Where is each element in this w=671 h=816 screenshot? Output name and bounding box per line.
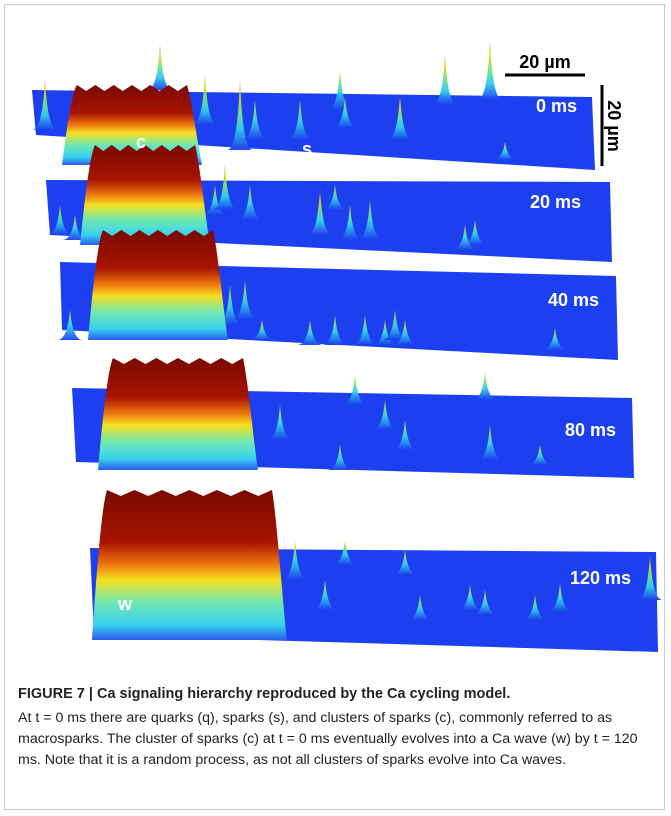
scale-label: 20 µm [604,100,624,151]
wave-cluster [92,490,287,640]
peak [192,75,218,125]
peak [382,310,408,340]
peak [462,220,488,245]
annotation: c [136,132,146,152]
wave-cluster [80,145,210,245]
peak [357,200,383,240]
caption-body: At t = 0 ms there are quarks (q), sparks… [18,710,638,768]
peak [372,400,398,430]
peak [327,70,353,110]
peak [322,315,348,345]
peak [32,80,58,130]
peak [287,100,313,140]
peak [147,45,173,90]
peak [307,190,333,235]
peak [297,320,323,345]
annotation: q [230,146,241,166]
peak [62,215,88,240]
peak [57,310,83,340]
peak [472,590,498,615]
peak [232,280,258,320]
caption-title: FIGURE 7 | Ca signaling hierarchy reprod… [18,686,511,702]
peak [352,315,378,345]
peak [282,540,308,580]
peak [392,550,418,575]
peak [392,420,418,450]
peak [217,285,243,325]
time-label: 80 ms [565,420,616,440]
surface-plots [32,42,663,652]
wave-cluster [62,85,202,165]
figure-frame [4,4,665,810]
peak [392,320,418,345]
wave-cluster [98,358,258,470]
peak [342,375,368,405]
peak [372,320,398,345]
time-label: 120 ms [570,568,631,588]
peak [242,100,268,140]
wave-cluster [88,230,228,340]
peak [522,595,548,620]
peak [267,405,293,440]
peak [387,95,413,140]
peak [332,540,358,565]
time-label: 0 ms [536,96,577,116]
peak [212,165,238,210]
scale-label: 20 µm [519,52,570,72]
time-label: 20 ms [530,192,581,212]
peak [249,320,275,340]
peak [432,55,458,105]
annotation: w [117,594,133,614]
peak [637,555,663,600]
peak [547,584,573,612]
peak [477,42,503,100]
peak [407,595,433,620]
peak [322,185,348,210]
time-label: 40 ms [548,290,599,310]
peak [492,142,518,160]
peak [477,425,503,460]
peak [227,80,253,150]
peak [327,445,353,470]
figure: 20 µm 20 µm 0 ms 20 ms 40 ms 80 ms 120 m… [32,42,663,652]
peak [527,445,553,465]
peak [472,372,498,400]
peak [337,205,363,240]
peak [452,225,478,250]
peak [312,580,338,610]
peak [542,328,568,350]
peak [237,185,263,220]
peak [457,585,483,610]
annotation: s [302,139,312,159]
peak [47,205,73,235]
peak [332,98,358,128]
peak [202,185,228,215]
